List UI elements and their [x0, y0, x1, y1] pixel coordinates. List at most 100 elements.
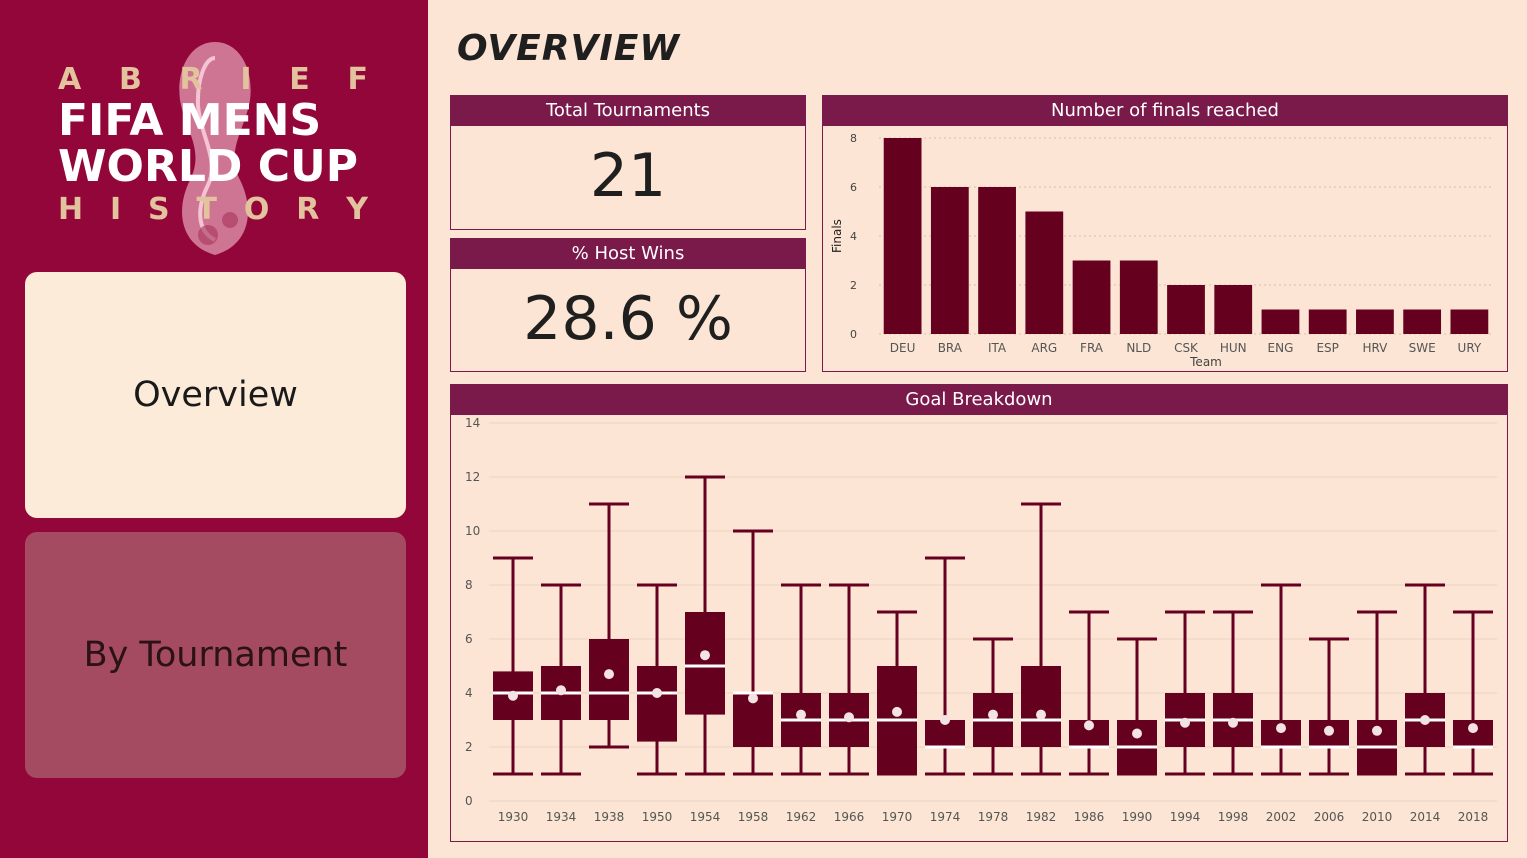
mean-marker	[1372, 725, 1382, 736]
mean-marker	[844, 712, 854, 723]
x-tick-label: 2014	[1410, 810, 1441, 824]
goals-chart-card: Goal Breakdown 0 2 4 6 8 10 12 14 1930 1934 1938 19…	[450, 384, 1508, 842]
kpi-title: % Host Wins	[451, 239, 805, 269]
nav-button-overview[interactable]: Overview	[25, 272, 406, 518]
x-tick-label: ARG	[1031, 341, 1057, 355]
kpi-value: 28.6 %	[523, 284, 733, 354]
bar	[883, 138, 922, 334]
x-tick-label: 1994	[1170, 810, 1201, 824]
mean-marker	[1036, 709, 1046, 720]
x-tick-label: 1934	[546, 810, 577, 824]
bar	[978, 187, 1016, 334]
x-tick-label: FRA	[1080, 341, 1104, 355]
mean-marker	[940, 715, 950, 725]
y-tick-label: 12	[465, 470, 480, 484]
x-tick-label: NLD	[1126, 341, 1151, 355]
x-tick-label: 1966	[834, 810, 865, 824]
box	[1021, 666, 1061, 747]
y-tick-label: 4	[850, 230, 857, 243]
x-tick-label: 2006	[1314, 810, 1345, 824]
bar	[1261, 309, 1300, 334]
x-tick-label: CSK	[1174, 341, 1199, 355]
mean-marker	[556, 685, 566, 696]
mean-marker	[1132, 728, 1142, 739]
x-tick-label: 1998	[1218, 810, 1249, 824]
mean-marker	[1228, 717, 1238, 728]
x-tick-label: 1938	[594, 810, 625, 824]
kpi-value: 21	[589, 141, 667, 211]
bar	[1072, 260, 1111, 334]
x-tick-label: 1970	[882, 810, 913, 824]
mean-marker	[1084, 720, 1094, 731]
mean-marker	[892, 706, 902, 717]
x-tick-label: 2002	[1266, 810, 1297, 824]
mean-marker	[1180, 717, 1190, 728]
y-axis-label: Finals	[830, 219, 844, 253]
x-tick-label: 1986	[1074, 810, 1105, 824]
y-tick-label: 10	[465, 524, 480, 538]
finals-chart-card: Number of finals reached 0 2 4 6 8 DEU BRA ITA A…	[822, 95, 1508, 372]
y-tick-label: 0	[465, 794, 473, 808]
mean-marker	[700, 650, 710, 661]
mean-marker	[1468, 723, 1478, 734]
nav-label-by-tournament: By Tournament	[83, 635, 348, 675]
x-tick-label: 1962	[786, 810, 817, 824]
bar	[1214, 285, 1253, 334]
mean-marker	[796, 709, 806, 720]
bar	[1167, 285, 1205, 334]
chart-title: Number of finals reached	[823, 96, 1507, 126]
box	[637, 666, 677, 742]
x-tick-label: DEU	[890, 341, 916, 355]
nav-label-overview: Overview	[133, 375, 298, 415]
x-tick-label: HRV	[1362, 341, 1388, 355]
kpi-title: Total Tournaments	[451, 96, 805, 126]
mean-marker	[748, 693, 758, 704]
goal-boxplot-chart: 0 2 4 6 8 10 12 14 1930 1934 1938 1950 1954 1958 1962 1…	[465, 416, 1497, 824]
box	[685, 612, 725, 715]
mean-marker	[604, 669, 614, 680]
x-tick-label: 1958	[738, 810, 769, 824]
bar	[1308, 309, 1347, 334]
kpi-card-host-wins: % Host Wins 28.6 %	[450, 238, 806, 372]
y-tick-label: 14	[465, 416, 480, 430]
y-tick-label: 8	[850, 132, 857, 145]
x-tick-label: ENG	[1268, 341, 1294, 355]
page-title: OVERVIEW	[457, 28, 681, 69]
x-tick-label: HUN	[1220, 341, 1247, 355]
bar	[1356, 309, 1394, 334]
y-tick-label: 6	[465, 632, 473, 646]
mean-marker	[1276, 723, 1286, 734]
logo-line-world-cup: WORLD CUP	[58, 141, 358, 192]
x-tick-label: 2010	[1362, 810, 1393, 824]
x-axis-label: Team	[1189, 355, 1222, 369]
logo-line-fifa-mens: FIFA MENS	[58, 95, 322, 146]
x-tick-label: BRA	[938, 341, 963, 355]
bar	[1403, 309, 1442, 334]
x-tick-label: 2018	[1458, 810, 1489, 824]
y-tick-label: 0	[850, 328, 857, 341]
kpi-card-total-tournaments: Total Tournaments 21	[450, 95, 806, 230]
box	[589, 639, 629, 720]
finals-bar-chart: 0 2 4 6 8 DEU BRA ITA ARG FRA NLD CSK HUN ENG ESP HRV SW…	[830, 132, 1493, 369]
x-tick-label: ITA	[988, 341, 1007, 355]
x-tick-label: 1978	[978, 810, 1009, 824]
nav-button-by-tournament[interactable]: By Tournament	[25, 532, 406, 778]
y-tick-label: 2	[465, 740, 473, 754]
x-tick-label: URY	[1458, 341, 1482, 355]
chart-title: Goal Breakdown	[451, 385, 1507, 415]
x-tick-label: 1950	[642, 810, 673, 824]
x-tick-label: 1982	[1026, 810, 1057, 824]
bar	[1025, 211, 1064, 334]
mean-marker	[508, 690, 518, 701]
mean-marker	[988, 709, 998, 720]
y-tick-label: 2	[850, 279, 857, 292]
x-tick-label: ESP	[1316, 341, 1338, 355]
x-tick-label: 1930	[498, 810, 529, 824]
x-tick-label: 1990	[1122, 810, 1153, 824]
mean-marker	[1420, 715, 1430, 725]
x-tick-label: 1954	[690, 810, 721, 824]
